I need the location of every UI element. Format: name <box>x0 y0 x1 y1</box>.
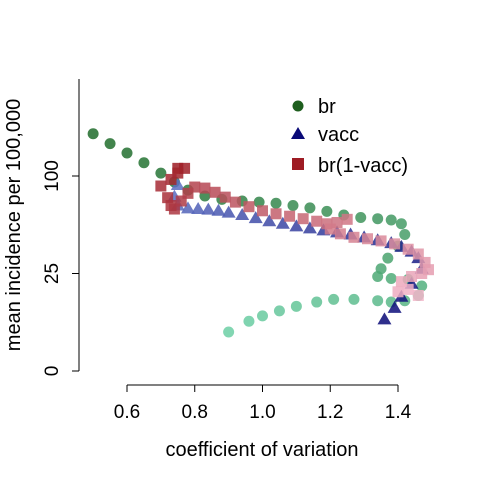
data-point-circle <box>328 293 340 305</box>
data-point-circle <box>372 213 384 225</box>
data-point-square <box>334 228 346 240</box>
data-point-square <box>402 243 414 255</box>
data-point-square <box>284 210 296 222</box>
data-point-square <box>389 238 401 250</box>
data-point-triangle <box>235 208 250 220</box>
data-point-square <box>419 256 431 268</box>
data-point-circle <box>416 280 428 292</box>
data-point-square <box>402 283 414 295</box>
legend: br vacc br(1-vacc) <box>291 96 408 177</box>
data-point-circle <box>253 196 265 208</box>
data-point-circle <box>223 326 235 338</box>
data-point-circle <box>304 202 316 214</box>
data-point-triangle <box>201 202 216 215</box>
data-point-square <box>297 213 309 225</box>
data-point-circle <box>104 138 116 150</box>
x-axis-ticks: 0.6 0.8 1.0 1.2 1.4 <box>114 385 412 423</box>
x-tick-label: 1.0 <box>249 402 275 423</box>
data-point-circle <box>257 310 268 322</box>
data-point-square <box>179 162 191 174</box>
legend-triangle-marker <box>291 127 305 139</box>
data-point-circle <box>348 293 360 305</box>
data-point-triangle <box>377 312 392 325</box>
data-point-triangle <box>248 211 263 224</box>
data-point-square <box>257 205 268 217</box>
data-point-square <box>416 268 428 279</box>
data-point-square <box>395 276 407 288</box>
data-point-square <box>362 233 374 245</box>
data-point-circle <box>372 295 384 307</box>
data-point-triangle <box>262 214 277 227</box>
data-point-square <box>311 215 323 227</box>
data-point-square <box>219 191 231 203</box>
data-point-square <box>229 196 241 208</box>
data-point-triangle <box>191 202 206 215</box>
x-axis-title: coefficient of variation <box>165 439 358 461</box>
plot-points <box>87 128 434 338</box>
data-point-square <box>348 231 360 243</box>
data-point-square <box>155 180 167 192</box>
data-point-circle <box>121 147 133 159</box>
x-tick-label: 1.2 <box>317 402 343 423</box>
data-point-square <box>162 192 174 204</box>
legend-circle-marker <box>292 100 304 112</box>
y-axis-ticks: 0 25 100 <box>42 160 79 376</box>
data-point-square <box>172 167 184 179</box>
data-point-triangle <box>170 177 185 190</box>
x-tick-label: 0.6 <box>114 402 140 423</box>
data-point-square <box>412 289 424 301</box>
data-point-square <box>412 248 424 260</box>
y-tick-label: 0 <box>42 366 63 377</box>
data-point-square <box>168 203 180 215</box>
legend-label-br: br <box>318 96 336 118</box>
data-point-circle <box>270 197 282 209</box>
data-point-square <box>375 235 387 247</box>
legend-label-br-1-vacc: br(1-vacc) <box>318 155 408 177</box>
legend-label-vacc: vacc <box>318 124 359 146</box>
data-point-square <box>270 208 282 220</box>
data-point-circle <box>311 296 323 308</box>
data-point-square <box>182 187 194 199</box>
data-point-circle <box>87 128 99 140</box>
data-point-triangle <box>302 221 317 234</box>
data-point-square <box>189 181 201 193</box>
data-point-circle <box>287 200 299 212</box>
data-point-circle <box>138 157 150 169</box>
data-point-circle <box>243 315 255 327</box>
x-tick-label: 1.4 <box>385 402 412 423</box>
data-point-circle <box>385 273 397 285</box>
data-point-triangle <box>387 300 402 313</box>
data-point-square <box>406 270 418 282</box>
data-point-circle <box>395 218 407 230</box>
data-point-square <box>331 216 343 228</box>
legend-square-marker <box>292 158 304 170</box>
y-axis-title: mean incidence per 100,000 <box>3 99 25 351</box>
data-point-circle <box>273 305 285 317</box>
x-tick-label: 0.8 <box>182 402 208 423</box>
data-point-triangle <box>211 203 226 216</box>
data-point-square <box>175 195 187 207</box>
data-point-circle <box>290 300 302 312</box>
data-point-square <box>392 286 404 298</box>
y-tick-label: 25 <box>42 263 63 284</box>
data-point-square <box>422 264 434 276</box>
data-point-circle <box>372 270 384 282</box>
y-tick-label: 100 <box>42 160 63 192</box>
data-point-circle <box>155 167 167 179</box>
data-point-triangle <box>289 219 304 232</box>
data-point-square <box>243 201 255 213</box>
data-point-circle <box>385 214 397 226</box>
data-point-square <box>324 223 336 235</box>
data-point-circle <box>399 229 411 240</box>
data-point-circle <box>382 252 394 264</box>
data-point-square <box>209 186 221 198</box>
data-point-square <box>341 213 353 225</box>
data-point-triangle <box>221 205 236 218</box>
data-point-circle <box>355 211 367 223</box>
data-point-circle <box>321 205 333 217</box>
data-point-square <box>165 173 177 185</box>
data-point-square <box>199 182 211 194</box>
data-point-triangle <box>275 216 290 229</box>
